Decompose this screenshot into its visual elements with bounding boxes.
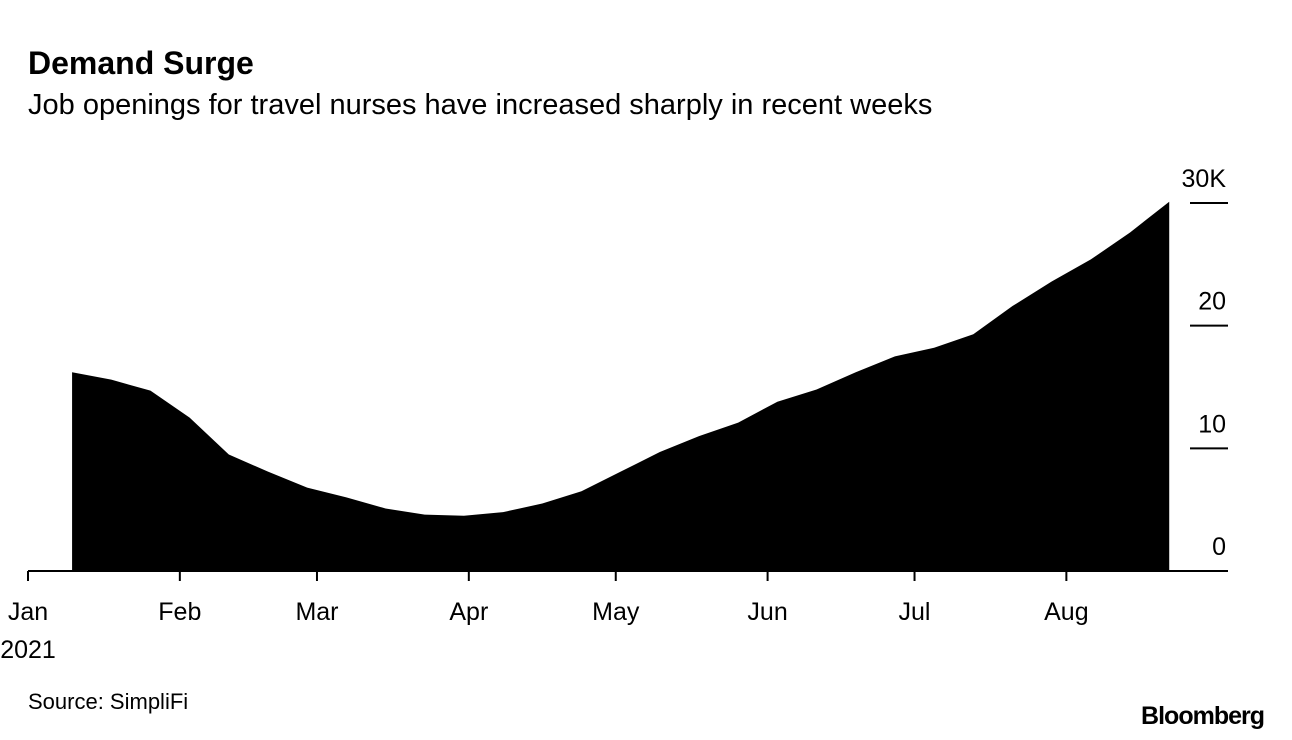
y-tick-label: 10 — [1198, 410, 1226, 438]
x-tick-label: Feb — [158, 598, 201, 626]
x-tick-label: Mar — [295, 598, 338, 626]
x-tick-label: Jan — [8, 598, 48, 626]
y-tick-label: 30K — [1182, 165, 1227, 193]
x-tick-label: Apr — [449, 598, 488, 626]
chart-title: Demand Surge — [28, 45, 254, 81]
y-tick-label: 20 — [1198, 288, 1226, 316]
x-tick-label: Jun — [747, 598, 787, 626]
area — [72, 201, 1170, 572]
x-tick-sublabel: 2021 — [0, 636, 56, 664]
y-tick-label: 0 — [1212, 533, 1226, 561]
source: Source: SimpliFi — [28, 689, 188, 714]
chart-subtitle: Job openings for travel nurses have incr… — [28, 89, 932, 121]
x-tick-label: Jul — [899, 598, 931, 626]
brand: Bloomberg — [1141, 702, 1264, 730]
x-tick-label: Aug — [1044, 598, 1088, 626]
x-tick-label: May — [592, 598, 640, 626]
